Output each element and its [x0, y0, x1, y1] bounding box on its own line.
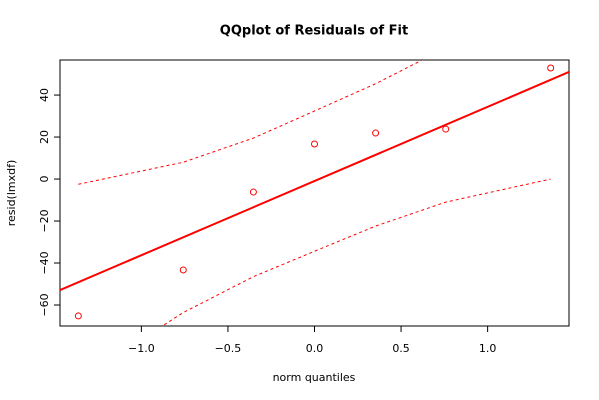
- x-tick-label: 1.0: [479, 342, 497, 355]
- data-point: [249, 188, 257, 196]
- y-tick-label: 40: [38, 88, 51, 102]
- data-point: [442, 125, 450, 133]
- y-tick-label: 20: [38, 130, 51, 144]
- x-axis-label: norm quantiles: [273, 371, 356, 384]
- reference-line: [60, 71, 569, 292]
- data-point: [74, 312, 82, 320]
- x-tick-label: 0.0: [306, 342, 324, 355]
- confidence-band: [161, 178, 551, 326]
- y-tick-label: −60: [38, 293, 51, 316]
- y-tick-label: −20: [38, 209, 51, 232]
- data-point: [372, 129, 380, 137]
- x-tick-label: −1.0: [128, 342, 155, 355]
- data-point: [547, 64, 555, 72]
- data-point: [179, 266, 187, 274]
- y-tick-label: −40: [38, 251, 51, 274]
- y-axis-label: resid(lmxdf): [5, 160, 18, 227]
- confidence-band: [78, 60, 424, 185]
- y-tick-label: 0: [38, 176, 51, 183]
- x-tick-label: 0.5: [392, 342, 410, 355]
- data-point: [311, 140, 318, 148]
- plot-area: [60, 60, 569, 326]
- x-tick-label: −0.5: [215, 342, 242, 355]
- chart-title: QQplot of Residuals of Fit: [220, 24, 408, 39]
